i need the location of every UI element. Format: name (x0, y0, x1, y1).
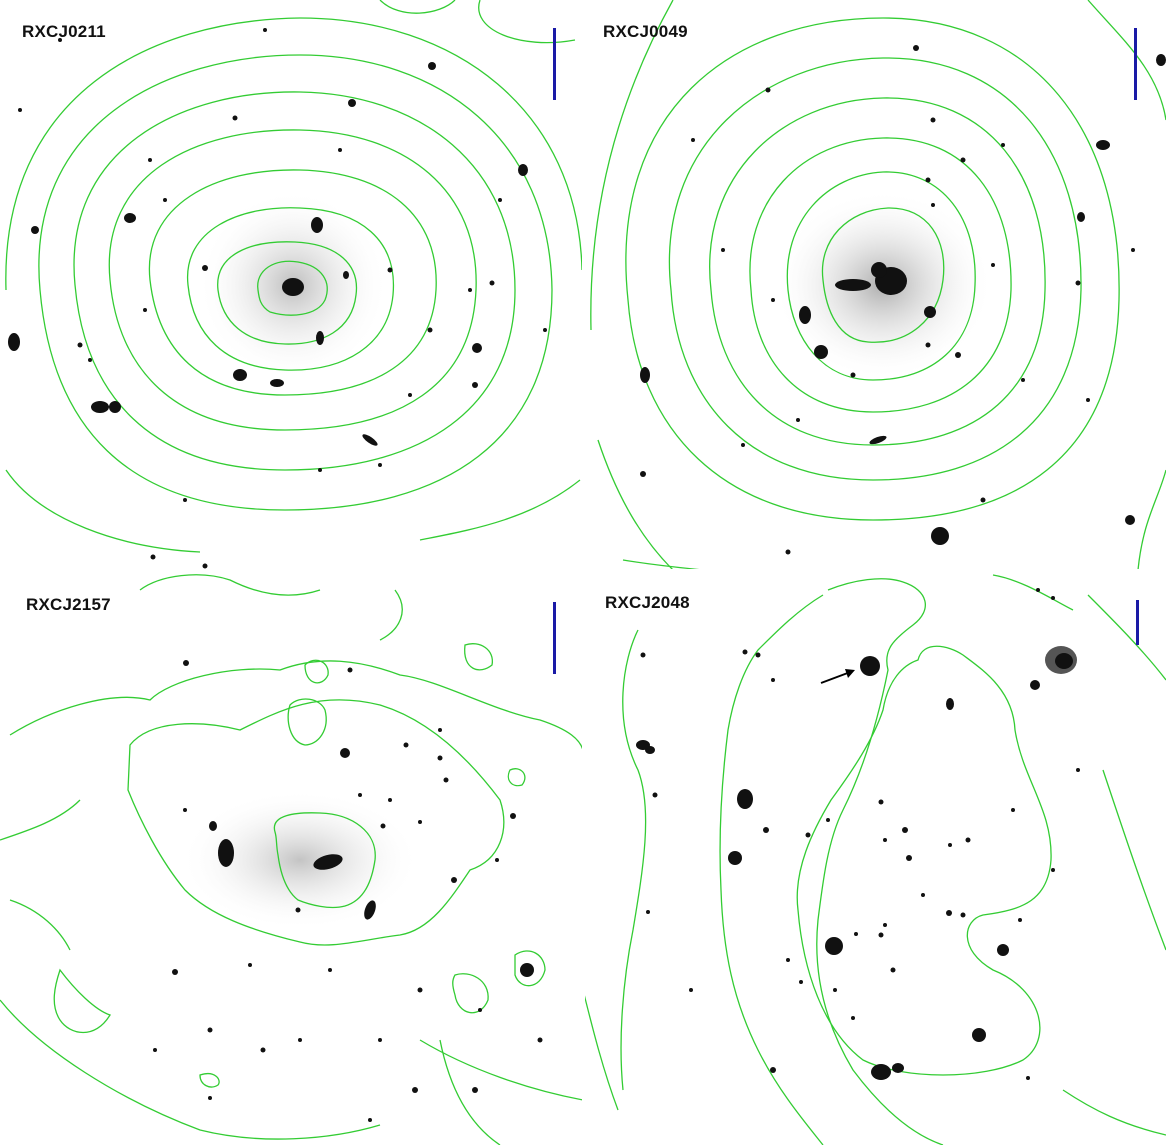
panel-label: RXCJ2048 (605, 593, 690, 613)
panel-rxcj2048: RXCJ2048 (583, 570, 1166, 1145)
image-rxcj2157 (0, 570, 583, 1145)
scale-bar (1134, 28, 1137, 100)
image-rxcj0049 (583, 0, 1166, 570)
panel-rxcj0049: RXCJ0049 (583, 0, 1166, 570)
image-rxcj2048 (583, 570, 1166, 1145)
scale-bar (553, 602, 556, 674)
panel-label: RXCJ0049 (603, 22, 688, 42)
image-rxcj0211 (0, 0, 583, 570)
galaxies (636, 588, 1080, 1080)
scale-bar (553, 28, 556, 100)
panel-divider-vertical (582, 0, 585, 1145)
panel-label: RXCJ2157 (26, 595, 111, 615)
panel-rxcj2157: RXCJ2157 (0, 570, 583, 1145)
panel-divider-horizontal (0, 569, 1166, 572)
panel-label: RXCJ0211 (22, 22, 106, 42)
panel-rxcj0211: RXCJ0211 (0, 0, 583, 570)
scale-bar (1136, 600, 1139, 645)
arrow-icon (821, 669, 855, 683)
